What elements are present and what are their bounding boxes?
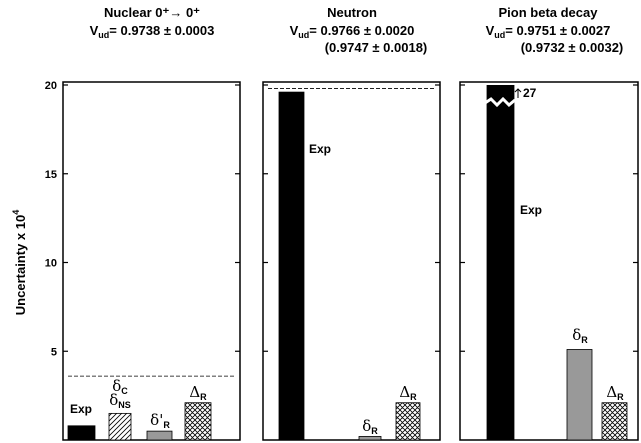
y-tick-label: 5 bbox=[51, 346, 57, 358]
panel-title: Pion beta decay bbox=[499, 5, 599, 20]
panel-title: Neutron bbox=[327, 5, 377, 20]
axis-break bbox=[484, 96, 516, 108]
bar-label: Exp bbox=[520, 203, 542, 217]
bar bbox=[278, 91, 305, 440]
label-sub: C bbox=[121, 386, 128, 396]
vud-base: V bbox=[90, 23, 99, 38]
label-text: Exp bbox=[309, 142, 331, 156]
vud-note: (0.9747 ± 0.0018) bbox=[325, 40, 428, 55]
bar bbox=[184, 402, 212, 440]
bar bbox=[566, 349, 593, 440]
label-sub: R bbox=[371, 426, 378, 436]
bar-label: Exp bbox=[70, 402, 92, 416]
label-text: Δ bbox=[606, 383, 617, 401]
vud-rest: = 0.9738 ± 0.0003 bbox=[109, 23, 214, 38]
label-text: Δ bbox=[189, 383, 200, 401]
label-text: δ bbox=[362, 417, 371, 435]
vud-base: V bbox=[486, 23, 495, 38]
label-text: Exp bbox=[70, 402, 92, 416]
y-tick-label: 15 bbox=[45, 169, 57, 181]
bar bbox=[486, 85, 515, 440]
bar-label: ΔR bbox=[606, 383, 624, 402]
label-text: δ' bbox=[150, 411, 163, 429]
vud-rest: = 0.9751 ± 0.0027 bbox=[505, 23, 610, 38]
y-axis-label: Uncertainty x 104 bbox=[11, 210, 28, 315]
bar-label: ΔR bbox=[189, 383, 207, 402]
panel-title: Nuclear 0⁺→ 0⁺ bbox=[104, 5, 200, 20]
label-sub: R bbox=[581, 335, 588, 345]
bar-label: δR bbox=[572, 326, 588, 345]
bar bbox=[108, 412, 132, 440]
label-sub: R bbox=[163, 420, 170, 430]
off-scale-value: 27 bbox=[523, 86, 537, 100]
label-text: Exp bbox=[520, 203, 542, 217]
vud-sub: ud bbox=[494, 30, 505, 40]
bar-label: Exp bbox=[309, 142, 331, 156]
panel-frame bbox=[459, 81, 639, 441]
break-arrow bbox=[514, 88, 522, 98]
y-label-sup: 4 bbox=[11, 210, 21, 215]
vud-value: Vud= 0.9738 ± 0.0003 bbox=[90, 23, 215, 40]
panel-frame bbox=[62, 81, 241, 441]
vud-value: Vud= 0.9766 ± 0.0020 bbox=[290, 23, 415, 40]
bar-label: δC bbox=[112, 377, 128, 396]
label-text: δ bbox=[572, 326, 581, 344]
label-sub: R bbox=[410, 392, 417, 402]
vud-sub: ud bbox=[298, 30, 309, 40]
label-sub: R bbox=[200, 392, 207, 402]
label-text: Δ bbox=[399, 383, 410, 401]
bar-label: δ'R bbox=[150, 411, 170, 430]
label-text: δ bbox=[109, 391, 118, 409]
y-tick-label: 20 bbox=[45, 80, 57, 92]
panel-frame bbox=[262, 81, 441, 441]
bar bbox=[67, 425, 96, 440]
bar bbox=[601, 402, 628, 440]
vud-base: V bbox=[290, 23, 299, 38]
bar bbox=[358, 436, 382, 440]
vud-sub: ud bbox=[98, 30, 109, 40]
label-sub: R bbox=[617, 392, 624, 402]
label-sub: NS bbox=[118, 400, 131, 410]
bar-label: δNS bbox=[109, 391, 131, 410]
vud-value: Vud= 0.9751 ± 0.0027 bbox=[486, 23, 611, 40]
bar-label: δR bbox=[362, 417, 378, 436]
vud-rest: = 0.9766 ± 0.0020 bbox=[309, 23, 414, 38]
y-tick-label: 10 bbox=[45, 258, 57, 270]
vud-note: (0.9732 ± 0.0032) bbox=[521, 40, 624, 55]
bar bbox=[395, 402, 421, 440]
bar-label: ΔR bbox=[399, 383, 417, 402]
bar bbox=[146, 430, 173, 440]
label-text: δ bbox=[112, 377, 121, 395]
y-label-text: Uncertainty x 10 bbox=[13, 215, 28, 315]
